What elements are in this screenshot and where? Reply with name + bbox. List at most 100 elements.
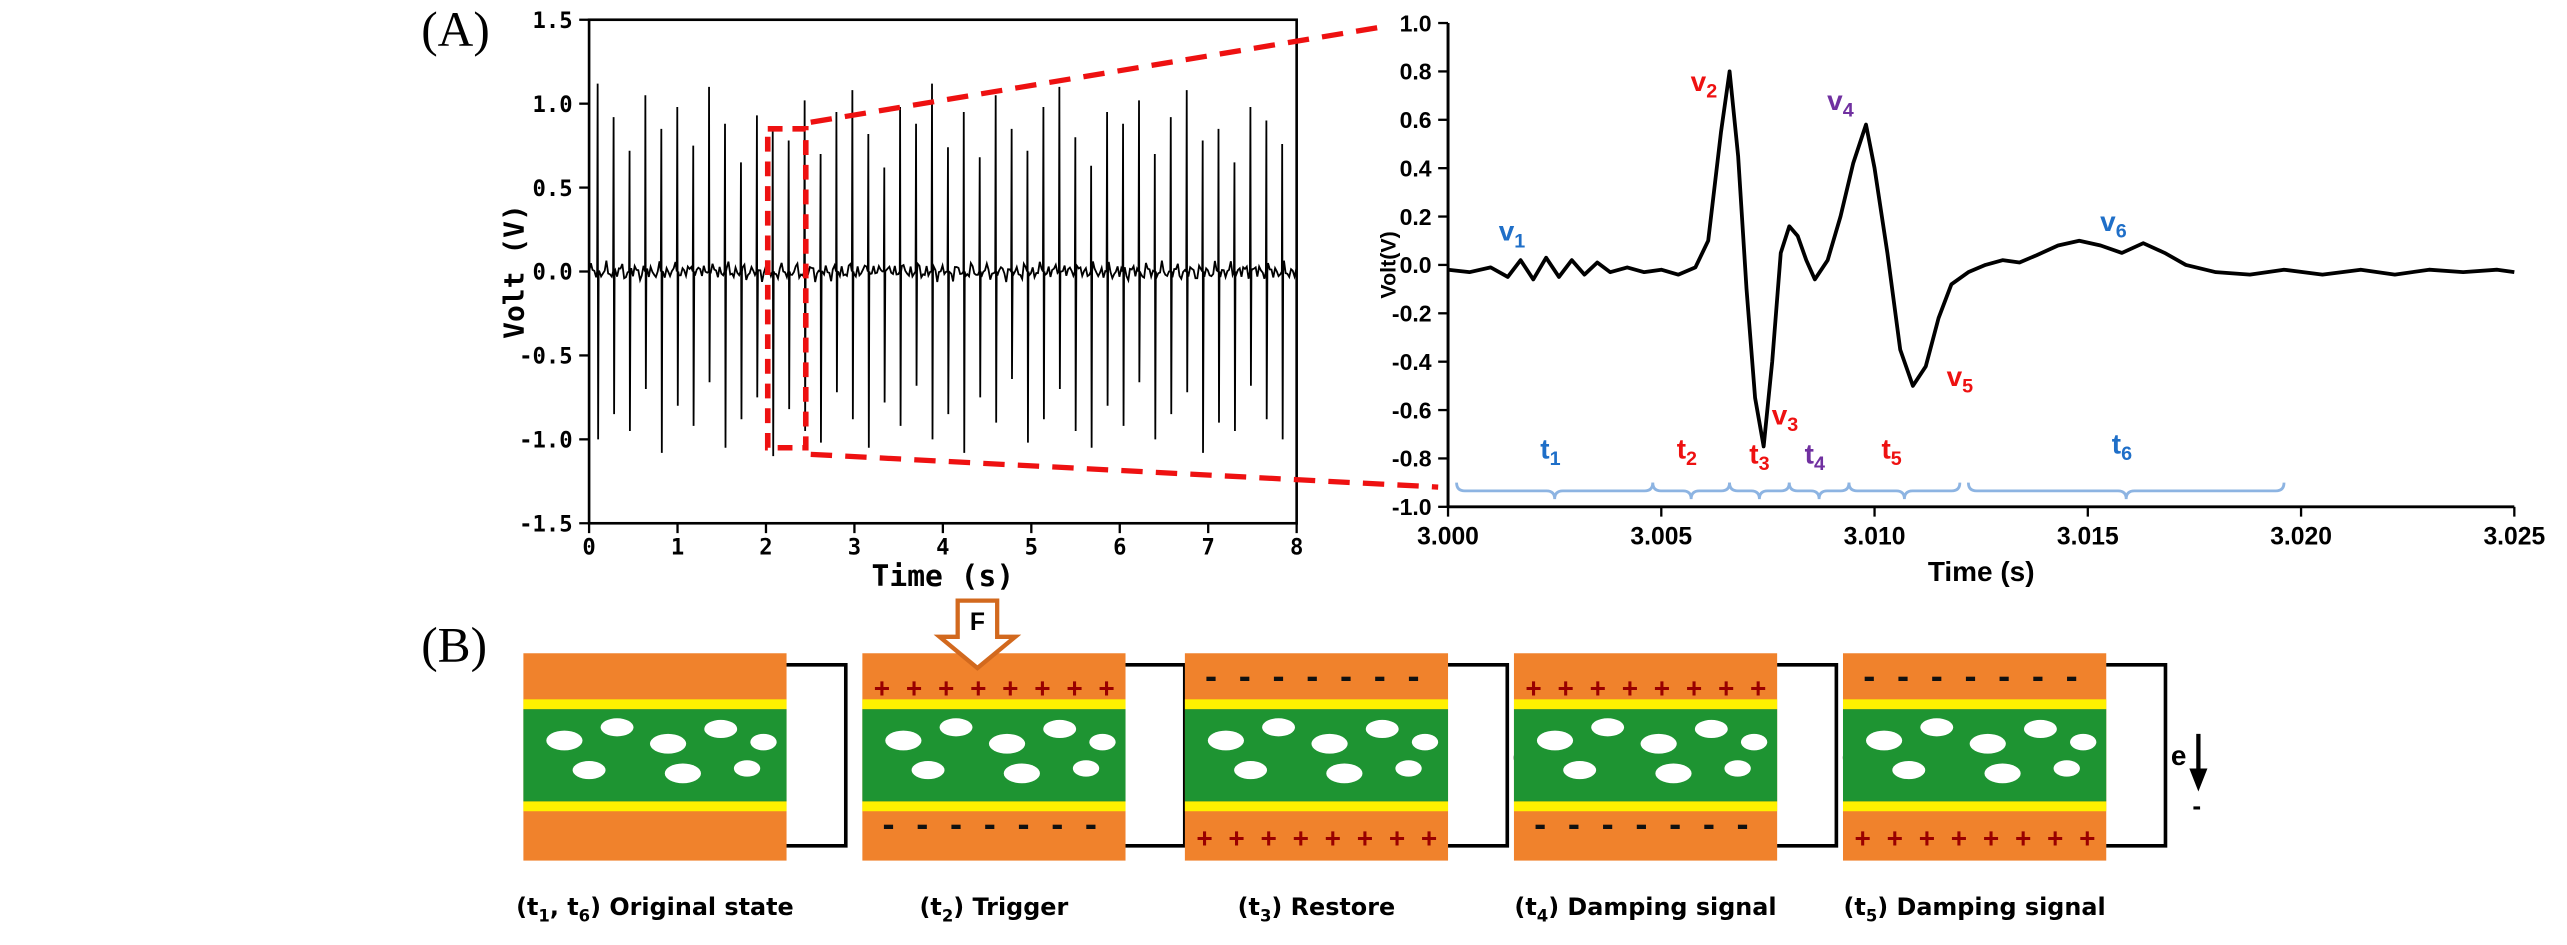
- top-charge-row-minus: -: [1897, 655, 1909, 696]
- top-charge-row-minus: -: [1306, 655, 1318, 696]
- bottom-charge-row-plus: +: [1261, 822, 1277, 853]
- bottom-charge-row-plus: +: [1855, 822, 1871, 853]
- bottom-yellow-layer: [1842, 801, 2107, 812]
- y-tick-label: 1.0: [533, 92, 573, 118]
- electron-minus-label: -: [2192, 791, 2201, 821]
- top-charge-row-plus: +: [1558, 673, 1574, 704]
- time-interval-brace: [1966, 482, 2286, 500]
- top-charge-row-minus: -: [1863, 655, 1875, 696]
- panel-a-charts: 1.5 1.0 0.5 0.0 -0.5 -1.0 -1.5 0 1 2 3 4 5 6 7 8 Time (s…: [497, 8, 2545, 593]
- pore-bubble: [649, 733, 687, 754]
- y-tick-label: -0.2: [1392, 301, 1432, 327]
- pore-bubble: [1984, 763, 2021, 784]
- top-charge-row-plus: +: [1002, 673, 1018, 704]
- bottom-charge-row-minus: -: [1703, 803, 1715, 844]
- top-charge-row-minus: -: [1964, 655, 1976, 696]
- porous-film-layer: [1842, 709, 2107, 802]
- top-charge-row-minus: -: [2066, 655, 2078, 696]
- pore-bubble: [704, 719, 738, 739]
- pore-bubble: [1043, 719, 1077, 739]
- top-charge-row-minus: -: [2032, 655, 2044, 696]
- pore-bubble: [1892, 761, 1926, 780]
- pore-bubble: [1207, 730, 1244, 751]
- pore-bubble: [750, 733, 777, 751]
- zoomed-chart: 1.0 0.8 0.6 0.4 0.2 0.0 -0.2 -0.4 -0.6 -0.8 -1.0 3.…: [1376, 10, 2545, 587]
- y-tick-label: -1.0: [1392, 494, 1432, 520]
- y-tick-label: 0.5: [533, 176, 573, 202]
- electron-label: e: [2171, 740, 2187, 771]
- bottom-charge-row-minus: -: [1534, 803, 1546, 844]
- top-charge-row-plus: +: [938, 673, 954, 704]
- pore-bubble: [733, 760, 761, 777]
- y-tick-label: -1.5: [519, 511, 572, 537]
- annotation-t1: t1: [1540, 433, 1560, 470]
- x-tick-label: 8: [1290, 535, 1303, 561]
- top-charge-row-plus: +: [906, 673, 922, 704]
- bottom-yellow-layer: [862, 801, 1126, 812]
- pore-bubble: [1563, 761, 1597, 780]
- top-yellow-layer: [1842, 699, 2107, 710]
- bottom-charge-row-plus: +: [1887, 822, 1903, 853]
- annotation-v2: v2: [1691, 66, 1718, 103]
- top-charge-row-plus: +: [1718, 673, 1734, 704]
- annotation-t6: t6: [2112, 429, 2132, 466]
- pore-bubble: [1920, 718, 1954, 737]
- annotation-t3: t3: [1749, 438, 1769, 475]
- pore-bubble: [1072, 760, 1100, 777]
- bottom-charge-row-plus: +: [1983, 822, 1999, 853]
- device-caption: (t4) Damping signal: [1514, 895, 1777, 927]
- top-charge-row-minus: -: [1239, 655, 1251, 696]
- force-arrow-icon: [933, 598, 1022, 671]
- wire-bracket: [1777, 662, 1839, 848]
- y-tick-label: 1.0: [1400, 10, 1432, 36]
- wire-bracket: [1448, 662, 1510, 848]
- time-interval-brace: [1728, 482, 1791, 500]
- annotation-v5: v5: [1947, 361, 1974, 398]
- top-yellow-layer: [1513, 699, 1778, 710]
- top-charge-row-minus: -: [1931, 655, 1943, 696]
- x-tick-label: 0: [582, 535, 595, 561]
- bottom-charge-row-minus: -: [950, 803, 962, 844]
- top-charge-row-minus: -: [1340, 655, 1352, 696]
- x-tick-label: 3.010: [1844, 524, 1906, 551]
- zoom-highlight-box: [764, 126, 809, 451]
- top-charge-row-plus: +: [1622, 673, 1638, 704]
- top-yellow-layer: [862, 699, 1126, 710]
- x-tick-label: 4: [936, 535, 949, 561]
- x-axis-label: Time (s): [872, 559, 1015, 593]
- pore-bubble: [1395, 760, 1422, 777]
- pore-bubble: [1326, 763, 1363, 784]
- x-tick-label: 3.025: [2483, 524, 2545, 551]
- pore-bubble: [1724, 760, 1751, 777]
- device-state-original-state: (t1, t6) Original state: [516, 579, 911, 926]
- pore-bubble: [1234, 761, 1268, 780]
- time-interval-brace: [1847, 482, 1962, 500]
- y-tick-label: -0.8: [1392, 446, 1432, 472]
- top-charge-row-minus: -: [1205, 655, 1217, 696]
- pore-bubble: [1262, 718, 1296, 737]
- time-interval-brace: [1651, 482, 1731, 500]
- porous-film-layer: [523, 709, 787, 802]
- pore-bubble: [572, 761, 606, 780]
- y-tick-label: 0.2: [1400, 204, 1432, 230]
- top-charge-row-plus: +: [1034, 673, 1050, 704]
- time-interval-brace: [1455, 482, 1655, 500]
- top-charge-row-minus: -: [1273, 655, 1285, 696]
- bottom-charge-row-minus: -: [1669, 803, 1681, 844]
- pore-bubble: [1640, 733, 1677, 754]
- top-charge-row-plus: +: [1590, 673, 1606, 704]
- top-charge-row-minus: -: [1998, 655, 2010, 696]
- porous-film-layer: [862, 709, 1126, 802]
- pore-bubble: [1536, 730, 1574, 751]
- device-state-damping-signal-1: ++++++++-------e(t4) Damping signal: [1513, 579, 1902, 926]
- bottom-charge-row-minus: -: [1568, 803, 1580, 844]
- pore-bubble: [988, 733, 1026, 754]
- pore-bubble: [1089, 733, 1116, 751]
- y-tick-label: 0.4: [1400, 155, 1432, 181]
- y-tick-label: 1.5: [533, 8, 573, 34]
- bottom-charge-row-plus: +: [1293, 822, 1309, 853]
- wire-bracket: [2106, 662, 2168, 848]
- bottom-charge-row-minus: -: [984, 803, 996, 844]
- device-diagram: [523, 653, 848, 861]
- pore-bubble: [939, 718, 973, 737]
